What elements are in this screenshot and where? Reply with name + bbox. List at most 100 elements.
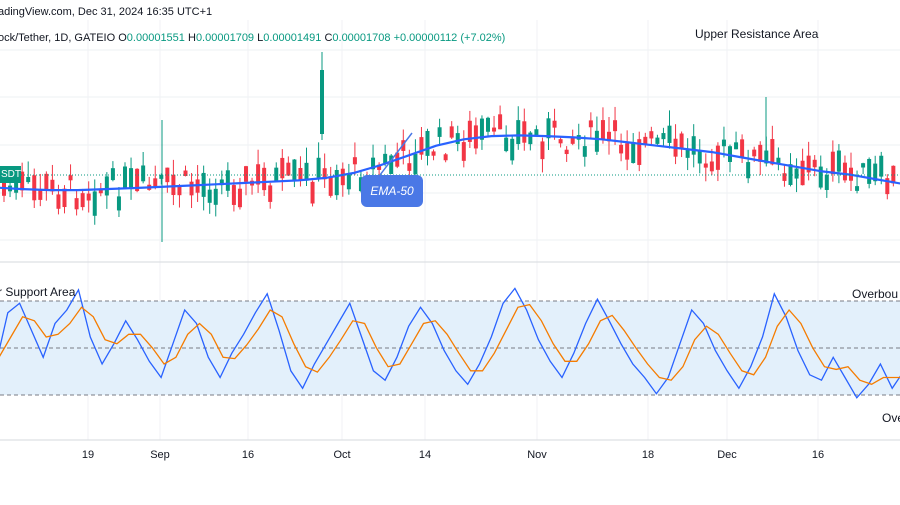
candle-body — [498, 114, 503, 130]
candle-body — [38, 189, 43, 200]
overbought-label: Overbou — [852, 287, 899, 301]
candle-body — [20, 171, 25, 191]
candle-body — [885, 178, 890, 195]
candle-body — [165, 167, 170, 183]
candle-body — [298, 167, 303, 180]
ema-50-callout: EMA-50 — [361, 175, 423, 207]
candle-body — [334, 170, 339, 196]
candle-body — [407, 163, 412, 171]
candle-body — [92, 191, 97, 216]
candle-body — [231, 185, 236, 205]
candle-body — [437, 127, 442, 137]
x-tick-label: 18 — [642, 449, 654, 461]
candle-body — [328, 176, 333, 196]
rsi-levels — [0, 300, 900, 396]
candle-body — [26, 176, 31, 183]
candle-body — [68, 175, 73, 181]
candle-body — [141, 165, 146, 182]
ema-pointer — [379, 132, 413, 176]
candle-body — [256, 164, 261, 185]
candle-body — [419, 137, 424, 155]
candle-body — [782, 173, 787, 181]
candle-body — [534, 129, 539, 136]
x-tick-label: Dec — [717, 449, 737, 461]
close-value: 0.00001708 — [332, 32, 391, 44]
candle-body — [734, 142, 739, 150]
candle-body — [728, 146, 732, 162]
candle-body — [879, 155, 884, 177]
candle-body — [110, 168, 115, 181]
candle-body — [703, 163, 708, 168]
candle-body — [244, 166, 248, 182]
candle-body — [135, 168, 140, 192]
x-axis: 19 Sep 16 Oct 14 Nov 18 Dec 16 — [82, 449, 824, 461]
candle-body — [425, 130, 430, 156]
candle-body — [504, 137, 509, 152]
candle-body — [340, 168, 345, 186]
candle-body — [873, 163, 878, 182]
candle-body — [129, 168, 134, 188]
candle-body — [74, 198, 79, 210]
high-value: 0.00001709 — [195, 32, 255, 44]
candle-body — [86, 193, 91, 201]
candle-body — [346, 173, 351, 190]
candle-body — [661, 133, 666, 140]
candle-body — [613, 120, 618, 132]
candle-body — [746, 162, 751, 179]
candle-body — [667, 125, 672, 143]
candle-body — [570, 137, 575, 144]
candle-body — [177, 185, 182, 196]
candle-body — [219, 179, 224, 186]
candle-body — [189, 181, 194, 196]
stochastic-fast-line — [0, 287, 900, 399]
candle-body — [352, 157, 357, 165]
candle-body — [280, 157, 285, 179]
candle-body — [431, 151, 436, 156]
candle-body — [691, 136, 696, 155]
candle-body — [310, 181, 315, 204]
candle-body — [510, 138, 515, 161]
candle-body — [183, 170, 188, 177]
candle-body — [116, 196, 121, 211]
candle-body — [637, 139, 642, 165]
candle-body — [304, 162, 309, 181]
candle-body — [80, 193, 85, 208]
candle-body — [558, 139, 563, 144]
candle-body — [721, 139, 726, 147]
low-label: L — [257, 32, 264, 44]
candle-body — [842, 162, 847, 181]
candle-body — [358, 177, 363, 192]
candle-body — [98, 188, 103, 194]
candle-body — [740, 139, 745, 157]
candle-body — [479, 118, 484, 140]
candle-body — [655, 137, 660, 144]
candle-body — [171, 174, 176, 196]
candle-body — [286, 162, 291, 176]
candle-body — [292, 159, 297, 180]
candle-body — [830, 151, 835, 175]
candle-body — [455, 133, 460, 144]
candle-body — [546, 118, 551, 139]
candle-body — [389, 155, 394, 175]
candle-body — [758, 144, 763, 162]
candle-body — [467, 120, 472, 142]
candle-body — [631, 142, 636, 164]
candle-body — [528, 132, 533, 145]
candle-body — [679, 133, 684, 149]
candle-body — [800, 160, 805, 186]
candle-body — [770, 139, 775, 165]
candle-body — [322, 168, 327, 180]
high-label: H — [187, 32, 196, 44]
candle-body — [461, 142, 466, 161]
candle-body — [213, 188, 218, 205]
candle-body — [582, 146, 587, 157]
rsi-lines — [0, 287, 900, 399]
candle-body — [697, 150, 702, 164]
x-tick-label: Oct — [333, 449, 350, 461]
candle-body — [564, 149, 569, 155]
candle-body — [316, 157, 321, 178]
candle-body — [709, 161, 714, 172]
upper-resistance-label: Upper Resistance Area — [695, 27, 819, 41]
change-value: +0.00000112 (+7.02%) — [393, 32, 506, 44]
